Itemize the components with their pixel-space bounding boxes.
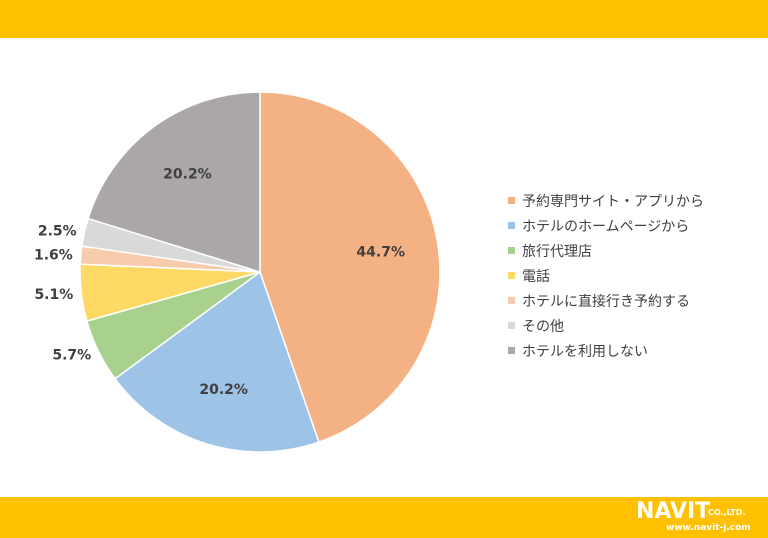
top-band (0, 0, 768, 38)
logo-suffix: CO.,LTD. (708, 508, 746, 517)
legend-item: ホテルを利用しない (508, 338, 704, 363)
data-label: 5.7% (52, 348, 91, 364)
legend-item: ホテルのホームページから (508, 213, 704, 238)
bottom-band (0, 497, 768, 538)
legend-item: 電話 (508, 263, 704, 288)
legend-label: 予約専門サイト・アプリから (522, 193, 704, 210)
legend-swatch (508, 222, 515, 229)
legend-swatch (508, 322, 515, 329)
legend-swatch (508, 247, 515, 254)
legend-label: 旅行代理店 (522, 243, 592, 260)
data-label: 20.2% (163, 166, 212, 182)
pie-slice (259, 91, 441, 444)
legend-item: 旅行代理店 (508, 238, 704, 263)
legend-label: その他 (522, 318, 564, 335)
data-label: 5.1% (34, 287, 73, 303)
legend-label: ホテルに直接行き予約する (522, 293, 690, 310)
legend-swatch (508, 347, 515, 354)
legend-swatch (508, 197, 515, 204)
legend-item: 予約専門サイト・アプリから (508, 188, 704, 213)
legend-label: 電話 (522, 268, 550, 285)
legend-item: その他 (508, 313, 704, 338)
legend-label: ホテルのホームページから (522, 218, 690, 235)
navit-logo: NAVIT CO.,LTD. www.navit-j.com (636, 499, 764, 537)
legend: 予約専門サイト・アプリから ホテルのホームページから 旅行代理店電話ホテルに直接行き… (508, 188, 704, 363)
logo-name: NAVIT (636, 499, 711, 524)
data-label: 20.2% (199, 382, 248, 398)
data-label: 1.6% (34, 247, 73, 263)
data-label: 2.5% (38, 223, 77, 239)
pie-slice (113, 270, 320, 453)
legend-swatch (508, 272, 515, 279)
legend-item: ホテルに直接行き予約する (508, 288, 704, 313)
pie-slice (87, 91, 261, 274)
legend-label: ホテルを利用しない (522, 343, 648, 360)
legend-swatch (508, 297, 515, 304)
data-label: 44.7% (356, 245, 405, 261)
logo-url: www.navit-j.com (666, 523, 751, 533)
